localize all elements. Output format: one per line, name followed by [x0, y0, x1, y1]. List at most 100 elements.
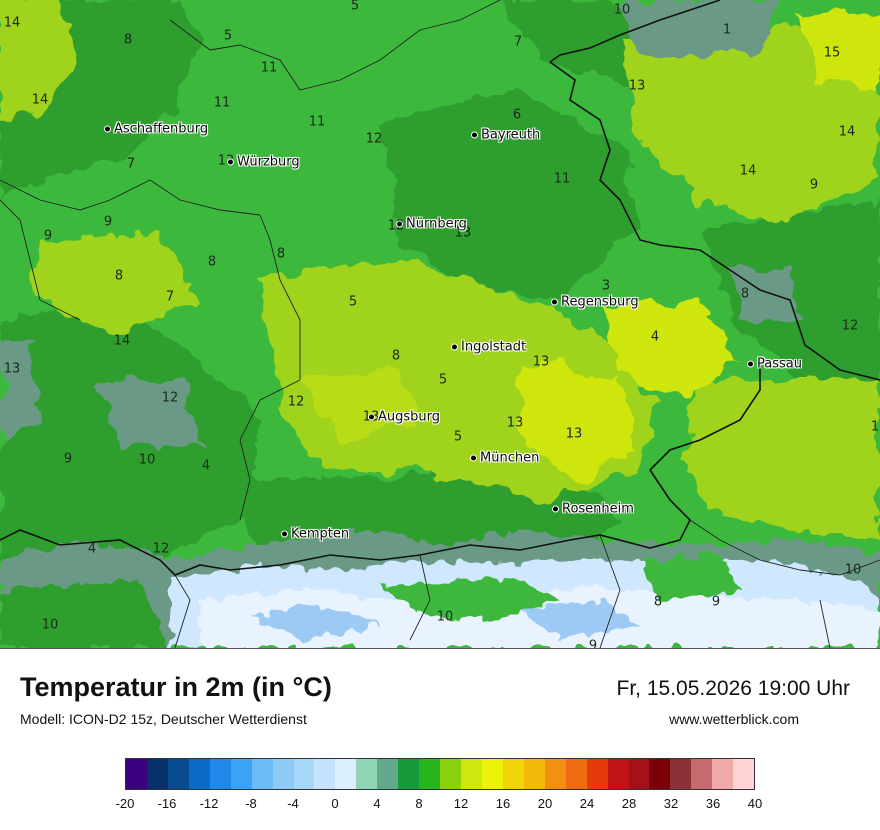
city-dot-icon	[470, 454, 477, 462]
city-marker[interactable]: Würzburg	[227, 152, 300, 171]
legend-tick-label: -4	[287, 796, 299, 811]
city-marker[interactable]: Aschaffenburg	[104, 119, 208, 138]
isotherm-label: 3	[601, 278, 611, 294]
city-marker[interactable]: München	[470, 448, 539, 467]
temperature-map[interactable]: 1458510711511141113116121471214119991288…	[0, 0, 880, 649]
city-marker[interactable]: Ingolstadt	[451, 337, 526, 356]
legend-swatch	[188, 759, 210, 789]
legend-swatch	[209, 759, 231, 789]
legend-swatch	[670, 759, 692, 789]
legend-swatch	[461, 759, 482, 789]
isotherm-label: 9	[63, 451, 73, 467]
isotherm-label: 9	[809, 177, 819, 193]
legend-swatch	[167, 759, 189, 789]
legend-tick-label: -16	[157, 796, 177, 811]
isotherm-label: 14	[739, 163, 757, 179]
legend-swatch	[481, 759, 503, 789]
isotherm-label: 9	[588, 638, 598, 649]
city-marker[interactable]: Kempten	[281, 524, 349, 543]
legend-swatch	[733, 759, 755, 789]
isotherm-label: 8	[123, 32, 133, 48]
temperature-field	[0, 0, 880, 648]
city-dot-icon	[281, 530, 288, 538]
legend-swatch	[272, 759, 294, 789]
isotherm-label: 8	[207, 254, 217, 270]
legend-swatch	[691, 759, 713, 789]
isotherm-label: 7	[165, 289, 175, 305]
isotherm-label: 12	[841, 318, 859, 334]
isotherm-label: 8	[740, 286, 750, 302]
city-marker[interactable]: Regensburg	[551, 292, 639, 311]
city-dot-icon	[104, 125, 111, 133]
isotherm-label: 9	[103, 214, 113, 230]
legend-swatch	[314, 759, 336, 789]
city-dot-icon	[747, 360, 754, 368]
legend-tick-label: 24	[579, 796, 595, 811]
city-marker[interactable]: Bayreuth	[471, 125, 540, 144]
legend-swatch	[712, 759, 734, 789]
city-marker[interactable]: Passau	[747, 354, 802, 373]
isotherm-label: 9	[43, 228, 53, 244]
isotherm-label: 11	[213, 95, 231, 111]
isotherm-label: 1	[870, 419, 880, 435]
legend-swatch	[377, 759, 399, 789]
city-marker[interactable]: Augsburg	[368, 407, 440, 426]
legend-tick-label: -8	[245, 796, 257, 811]
legend-swatch	[356, 759, 378, 789]
isotherm-label: 14	[3, 15, 21, 31]
legend-tick-label: 0	[331, 796, 339, 811]
legend-swatch	[398, 759, 420, 789]
isotherm-label: 4	[87, 541, 97, 557]
isotherm-label: 13	[628, 78, 646, 94]
isotherm-label: 10	[613, 2, 631, 18]
city-label: Regensburg	[561, 294, 639, 310]
legend-swatch	[523, 759, 545, 789]
temperature-legend: -20 -16 -12 -8 -4 0 4 8 12 16 20 24 28 32 36 40	[116, 758, 762, 811]
legend-swatch	[586, 759, 608, 789]
city-dot-icon	[451, 343, 458, 351]
legend-swatch	[335, 759, 357, 789]
legend-tick-label: 40	[747, 796, 763, 811]
legend-swatch	[419, 759, 441, 789]
legend-swatch	[628, 759, 650, 789]
isotherm-label: 7	[513, 34, 523, 50]
legend-swatch	[607, 759, 629, 789]
isotherm-label: 13	[532, 354, 550, 370]
legend-tick-label: -12	[199, 796, 219, 811]
legend-swatch	[126, 759, 147, 789]
map-title: Temperatur in 2m (in °C)	[20, 672, 332, 702]
city-label: Rosenheim	[562, 501, 634, 517]
city-dot-icon	[396, 220, 403, 228]
city-label: Kempten	[291, 526, 350, 542]
legend-tick-label: 4	[373, 796, 381, 811]
isotherm-label: 5	[453, 429, 463, 445]
legend-swatch	[440, 759, 461, 789]
isotherm-label: 13	[454, 225, 472, 241]
city-dot-icon	[552, 505, 559, 513]
city-dot-icon	[227, 158, 234, 166]
isotherm-label: 10	[41, 617, 59, 633]
legend-swatch	[649, 759, 671, 789]
isotherm-label: 12	[287, 394, 305, 410]
isotherm-label: 8	[391, 348, 401, 364]
isotherm-label: 9	[711, 594, 721, 610]
city-dot-icon	[368, 413, 375, 421]
isotherm-label: 6	[512, 107, 522, 123]
legend-swatch	[230, 759, 252, 789]
isotherm-label: 5	[438, 372, 448, 388]
isotherm-label: 10	[436, 609, 454, 625]
isotherm-label: 11	[260, 60, 278, 76]
city-label: Würzburg	[237, 154, 300, 170]
website-credit[interactable]: www.wetterblick.com	[669, 711, 799, 727]
isotherm-label: 13	[3, 361, 21, 377]
city-marker[interactable]: Rosenheim	[552, 499, 634, 518]
legend-swatch	[146, 759, 168, 789]
city-label: Aschaffenburg	[114, 121, 209, 137]
isotherm-label: 14	[838, 124, 856, 140]
city-label: Ingolstadt	[461, 339, 527, 355]
isotherm-label: 11	[308, 114, 326, 130]
isotherm-label: 12	[365, 131, 383, 147]
isotherm-label: 1	[722, 22, 732, 38]
city-label: Nürnberg	[406, 216, 467, 232]
city-marker[interactable]: Nürnberg	[396, 214, 467, 233]
